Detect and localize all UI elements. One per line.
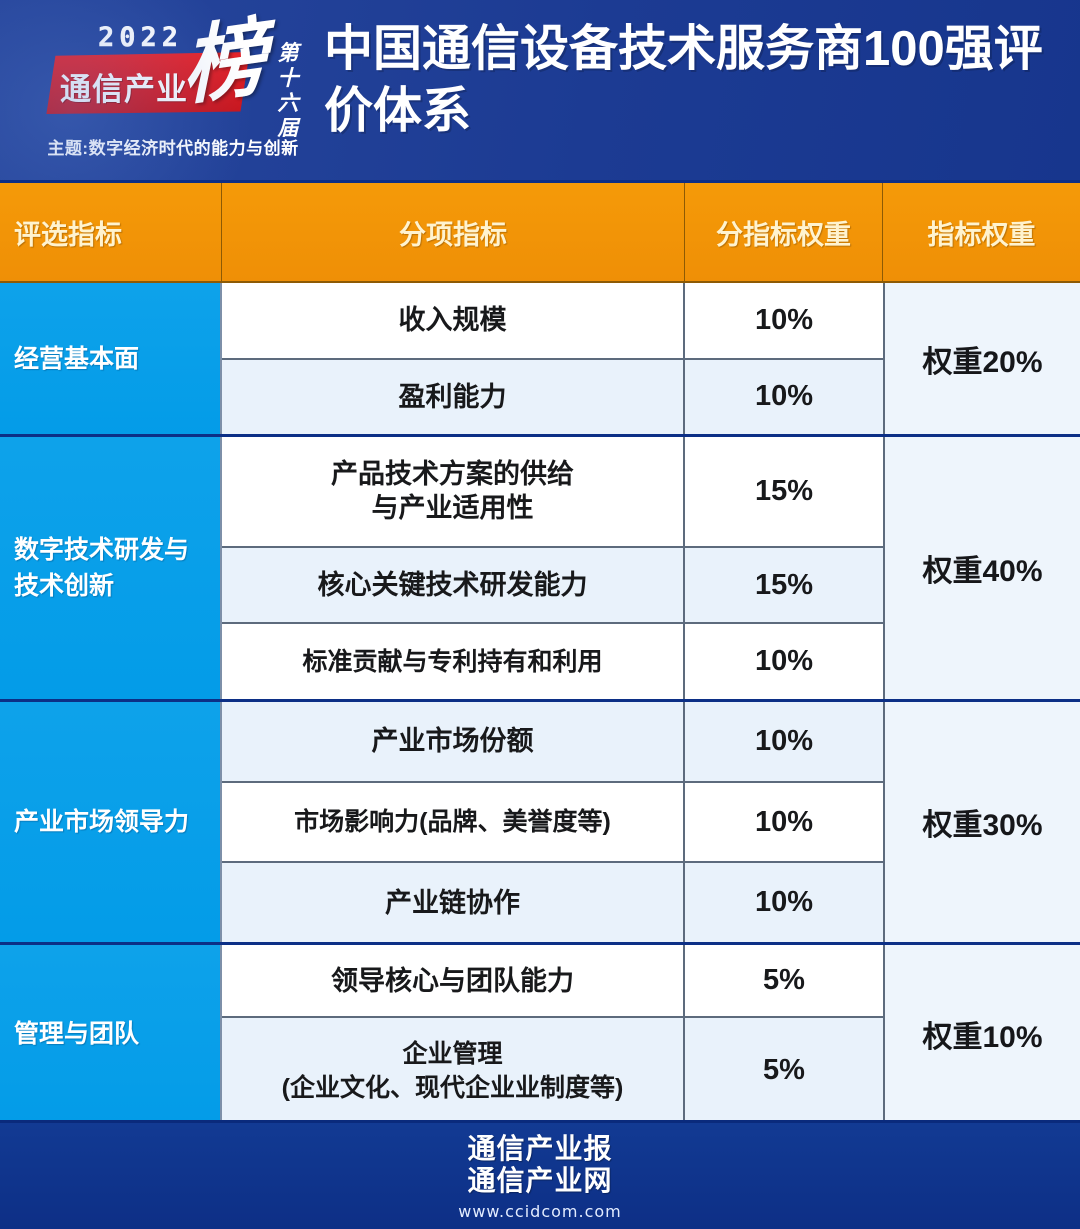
group-weight: 权重20% <box>883 283 1080 434</box>
table-row: 盈利能力 10% <box>222 359 883 434</box>
subcriteria-name-line1: 产品技术方案的供给 <box>331 459 574 490</box>
logo-edition-vertical: 第 十 六 届 <box>275 40 301 140</box>
table-row: 产业市场份额 10% <box>222 702 883 783</box>
subcriteria-weight: 5% <box>763 1054 805 1086</box>
award-logo: 2022 通信产业 榜 第 十 六 届 主题:数字经济时代的能力与创新 <box>26 5 316 166</box>
logo-red-banner <box>46 52 249 114</box>
group-rows: 收入规模 10% 盈利能力 10% <box>222 283 883 434</box>
subcriteria-name: 领导核心与团队能力 <box>222 945 685 1016</box>
subcriteria-name: 产业市场份额 <box>222 702 685 781</box>
group-rows: 领导核心与团队能力 5% 企业管理 (企业文化、现代企业业制度等) 5% <box>222 945 883 1123</box>
group-weight: 权重40% <box>883 437 1080 699</box>
table-header-row: 评选指标 分项指标 分指标权重 指标权重 <box>0 183 1080 283</box>
table-row: 企业管理 (企业文化、现代企业业制度等) 5% <box>222 1018 883 1123</box>
poster-header: 2022 通信产业 榜 第 十 六 届 主题:数字经济时代的能力与创新 中国通信… <box>0 0 1080 180</box>
table-group: 数字技术研发与技术创新 产品技术方案的供给 与产业适用性 15% 核心关键技术研… <box>0 437 1080 702</box>
poster-footer: 通信产业报 通信产业网 www.ccidcom.com <box>0 1120 1080 1229</box>
table-row: 产品技术方案的供给 与产业适用性 15% <box>222 437 883 548</box>
table-row: 标准贡献与专利持有和利用 10% <box>222 624 883 700</box>
group-rows: 产品技术方案的供给 与产业适用性 15% 核心关键技术研发能力 15% 标准贡献… <box>222 437 883 700</box>
logo-year: 2022 <box>98 22 184 53</box>
logo-brand-text: 通信产业 <box>60 72 188 107</box>
footer-line-1: 通信产业报 <box>467 1133 613 1164</box>
group-category-label: 数字技术研发与技术创新 <box>0 437 222 699</box>
column-header-weight: 指标权重 <box>883 183 1080 283</box>
subcriteria-name: 产品技术方案的供给 与产业适用性 <box>222 437 685 546</box>
logo-brush-character: 榜 <box>180 5 268 118</box>
table-row: 核心关键技术研发能力 15% <box>222 547 883 625</box>
table-group: 产业市场领导力 产业市场份额 10% 市场影响力(品牌、美誉度等) 10% 产业… <box>0 702 1080 945</box>
group-rows: 产业市场份额 10% 市场影响力(品牌、美誉度等) 10% 产业链协作 10% <box>222 702 883 943</box>
column-header-criteria: 评选指标 <box>0 183 222 283</box>
table-body: 经营基本面 收入规模 10% 盈利能力 10% 权重20% 数字技术研发与技术创… <box>0 283 1080 1123</box>
group-category-label: 经营基本面 <box>0 283 222 434</box>
edition-char-1: 第 <box>277 40 299 65</box>
subcriteria-name: 市场影响力(品牌、美誉度等) <box>222 782 685 862</box>
subcriteria-name: 核心关键技术研发能力 <box>222 547 685 623</box>
edition-char-4: 届 <box>277 115 299 140</box>
table-group: 经营基本面 收入规模 10% 盈利能力 10% 权重20% <box>0 283 1080 437</box>
table-row: 收入规模 10% <box>222 283 883 360</box>
subcriteria-weight: 10% <box>754 724 814 757</box>
table-row: 产业链协作 10% <box>222 863 883 943</box>
subcriteria-name-line1: 企业管理 <box>402 1039 503 1068</box>
group-category-label: 管理与团队 <box>0 945 222 1123</box>
subcriteria-weight: 10% <box>754 380 814 413</box>
group-weight: 权重30% <box>883 702 1080 942</box>
subcriteria-name: 标准贡献与专利持有和利用 <box>222 624 685 700</box>
subcriteria-weight: 10% <box>754 645 814 678</box>
subcriteria-weight: 5% <box>763 964 805 996</box>
subcriteria-name: 盈利能力 <box>222 359 685 434</box>
footer-line-2: 通信产业网 <box>467 1165 613 1196</box>
subcriteria-weight: 10% <box>754 303 814 336</box>
subcriteria-name: 收入规模 <box>222 283 685 358</box>
group-category-label: 产业市场领导力 <box>0 702 222 942</box>
footer-brand: 通信产业报 通信产业网 www.ccidcom.com <box>0 1133 1080 1221</box>
subcriteria-weight: 15% <box>754 568 814 601</box>
table-row: 市场影响力(品牌、美誉度等) 10% <box>222 782 883 864</box>
table-group: 管理与团队 领导核心与团队能力 5% 企业管理 (企业文化、现代企业业制度等) <box>0 945 1080 1123</box>
subcriteria-weight: 10% <box>754 886 814 919</box>
subcriteria-weight: 15% <box>754 474 814 507</box>
criteria-table: 评选指标 分项指标 分指标权重 指标权重 经营基本面 收入规模 10% 盈利能力… <box>0 180 1080 1123</box>
column-header-sub-weight: 分指标权重 <box>685 183 883 283</box>
footer-url: www.ccidcom.com <box>458 1202 622 1221</box>
group-weight: 权重10% <box>883 945 1080 1123</box>
subcriteria-name-line2: (企业文化、现代企业业制度等) <box>281 1073 624 1102</box>
subcriteria-name: 企业管理 (企业文化、现代企业业制度等) <box>222 1018 685 1123</box>
subcriteria-name: 产业链协作 <box>222 863 685 943</box>
subcriteria-name-line2: 与产业适用性 <box>371 493 534 524</box>
poster-title: 中国通信设备技术服务商100强评价体系 <box>324 22 1043 138</box>
table-row: 领导核心与团队能力 5% <box>222 945 883 1018</box>
subcriteria-weight: 10% <box>754 805 814 838</box>
edition-char-3: 六 <box>277 90 299 115</box>
column-header-subcriteria: 分项指标 <box>222 183 685 283</box>
edition-char-2: 十 <box>277 65 299 90</box>
logo-theme-subtitle: 主题:数字经济时代的能力与创新 <box>47 139 299 158</box>
